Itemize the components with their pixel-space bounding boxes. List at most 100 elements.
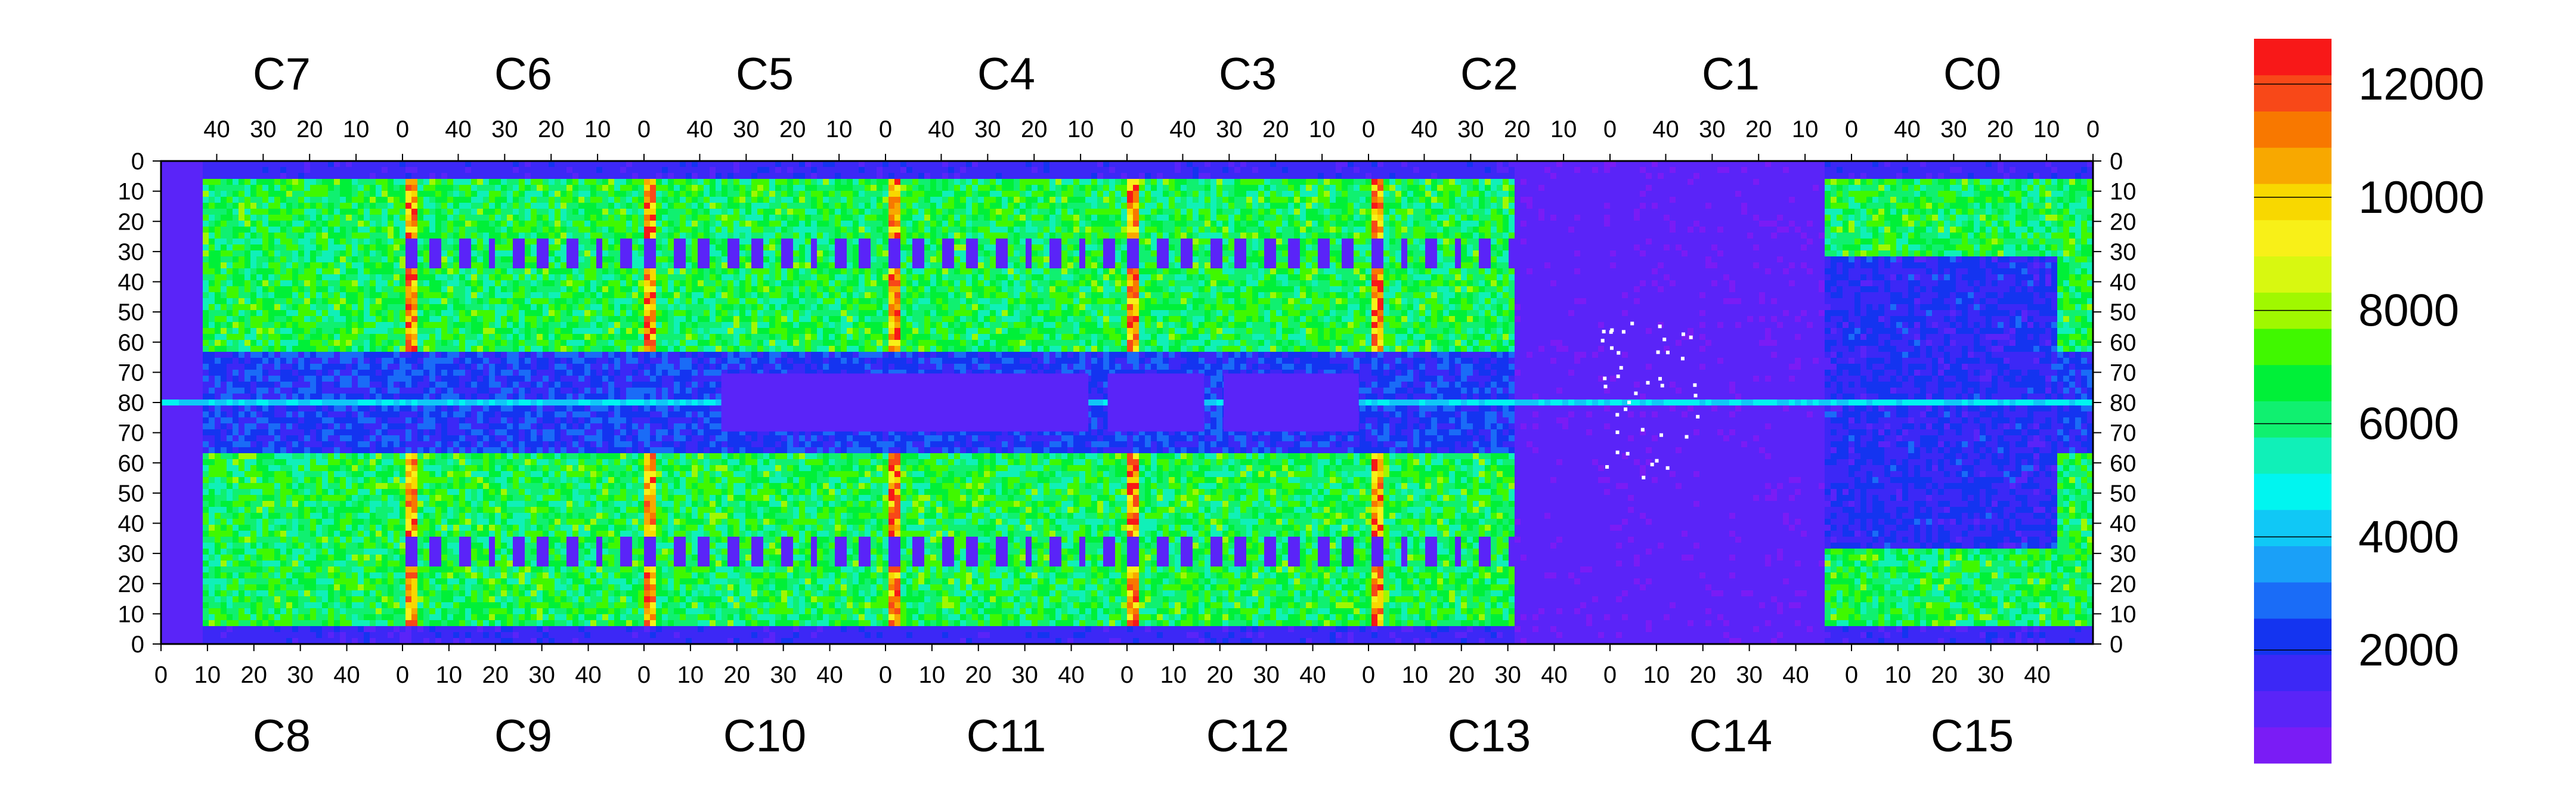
heatmap-cell — [316, 179, 323, 185]
heatmap-cell — [370, 167, 376, 174]
heatmap-cell — [626, 209, 633, 215]
heatmap-cell — [1377, 185, 1384, 191]
heatmap-cell — [1705, 161, 1712, 168]
tick-label: 0 — [1845, 116, 1858, 143]
heatmap-cell — [1819, 179, 1825, 185]
heatmap-cell — [1658, 221, 1664, 227]
heatmap-cell — [674, 244, 680, 251]
heatmap-cell — [966, 215, 973, 221]
heatmap-cell — [1652, 191, 1658, 197]
heatmap-cell — [1491, 173, 1497, 179]
heatmap-cell — [1360, 191, 1366, 197]
heatmap-cell — [227, 185, 233, 191]
heatmap-cell — [459, 233, 466, 239]
heatmap-cell — [835, 191, 841, 197]
heatmap-cell — [948, 221, 955, 227]
heatmap-cell — [1831, 209, 1837, 215]
tick-label: 30 — [250, 116, 277, 143]
heatmap-cell — [1777, 197, 1784, 203]
heatmap-cell — [1837, 173, 1843, 179]
heatmap-cell — [1992, 209, 1998, 215]
heatmap-cell — [662, 173, 668, 179]
heatmap-cell — [745, 161, 752, 168]
heatmap-cell — [1640, 239, 1646, 245]
heatmap-cell — [638, 215, 645, 221]
heatmap-cell — [1103, 221, 1110, 227]
heatmap-cell — [268, 173, 275, 179]
heatmap-cell — [471, 167, 478, 174]
heatmap-cell — [298, 215, 305, 221]
heatmap-cell — [799, 215, 806, 221]
heatmap-cell — [1622, 209, 1628, 215]
heatmap-cell — [1783, 203, 1789, 209]
heatmap-cell — [1503, 161, 1509, 168]
heatmap-cell — [1962, 227, 1968, 233]
heatmap-cell — [382, 191, 388, 197]
heatmap-cell — [763, 167, 770, 174]
heatmap-cell — [167, 233, 174, 239]
heatmap-cell — [954, 233, 961, 239]
heatmap-cell — [722, 227, 728, 233]
heatmap-cell — [227, 227, 233, 233]
heatmap-cell — [894, 191, 901, 197]
heatmap-cell — [1503, 209, 1509, 215]
heatmap-cell — [1717, 203, 1724, 209]
heatmap-cell — [1753, 239, 1760, 245]
heatmap-cell — [298, 167, 305, 174]
heatmap-cell — [602, 203, 609, 209]
heatmap-cell — [1258, 179, 1265, 185]
heatmap-cell — [644, 179, 651, 185]
heatmap-cell — [1664, 173, 1670, 179]
heatmap-cell — [1765, 233, 1772, 239]
heatmap-cell — [930, 197, 937, 203]
heatmap-cell — [1270, 244, 1277, 251]
heatmap-cell — [566, 239, 573, 245]
heatmap-cell — [1252, 233, 1259, 239]
heatmap-cell — [352, 161, 358, 168]
heatmap-cell — [346, 239, 352, 245]
heatmap-cell — [942, 227, 949, 233]
heatmap-cell — [292, 233, 299, 239]
heatmap-cell — [1527, 197, 1533, 203]
heatmap-cell — [1622, 233, 1628, 239]
heatmap-cell — [1246, 209, 1253, 215]
heatmap-cell — [1449, 227, 1456, 233]
heatmap-cell — [578, 179, 585, 185]
heatmap-cell — [2039, 244, 2046, 251]
heatmap-cell — [769, 185, 776, 191]
heatmap-cell — [1228, 191, 1235, 197]
heatmap-cell — [1765, 239, 1772, 245]
heatmap-cell — [2063, 167, 2070, 174]
heatmap-cell — [543, 244, 549, 251]
heatmap-cell — [674, 233, 680, 239]
heatmap-cell — [1014, 173, 1020, 179]
heatmap-cell — [704, 203, 710, 209]
heatmap-cell — [1699, 161, 1706, 168]
heatmap-cell — [262, 191, 269, 197]
heatmap-cell — [2045, 191, 2052, 197]
heatmap-cell — [1998, 179, 2004, 185]
heatmap-cell — [501, 239, 507, 245]
heatmap-cell — [507, 203, 513, 209]
heatmap-cell — [1210, 209, 1217, 215]
heatmap-cell — [877, 203, 883, 209]
heatmap-cell — [161, 191, 168, 197]
heatmap-cell — [632, 197, 639, 203]
heatmap-cell — [626, 215, 633, 221]
heatmap-cell — [501, 209, 507, 215]
heatmap-cell — [1318, 239, 1324, 245]
heatmap-cell — [1467, 221, 1473, 227]
heatmap-cell — [1306, 239, 1312, 245]
heatmap-cell — [167, 215, 174, 221]
heatmap-cell — [984, 233, 990, 239]
heatmap-cell — [555, 179, 561, 185]
heatmap-cell — [1449, 173, 1456, 179]
heatmap-cell — [614, 239, 621, 245]
heatmap-cell — [525, 161, 531, 168]
heatmap-cell — [483, 203, 490, 209]
heatmap-cell — [1157, 203, 1163, 209]
heatmap-cell — [1270, 215, 1277, 221]
heatmap-cell — [2015, 191, 2022, 197]
heatmap-cell — [1300, 191, 1306, 197]
heatmap-cell — [2051, 215, 2058, 221]
